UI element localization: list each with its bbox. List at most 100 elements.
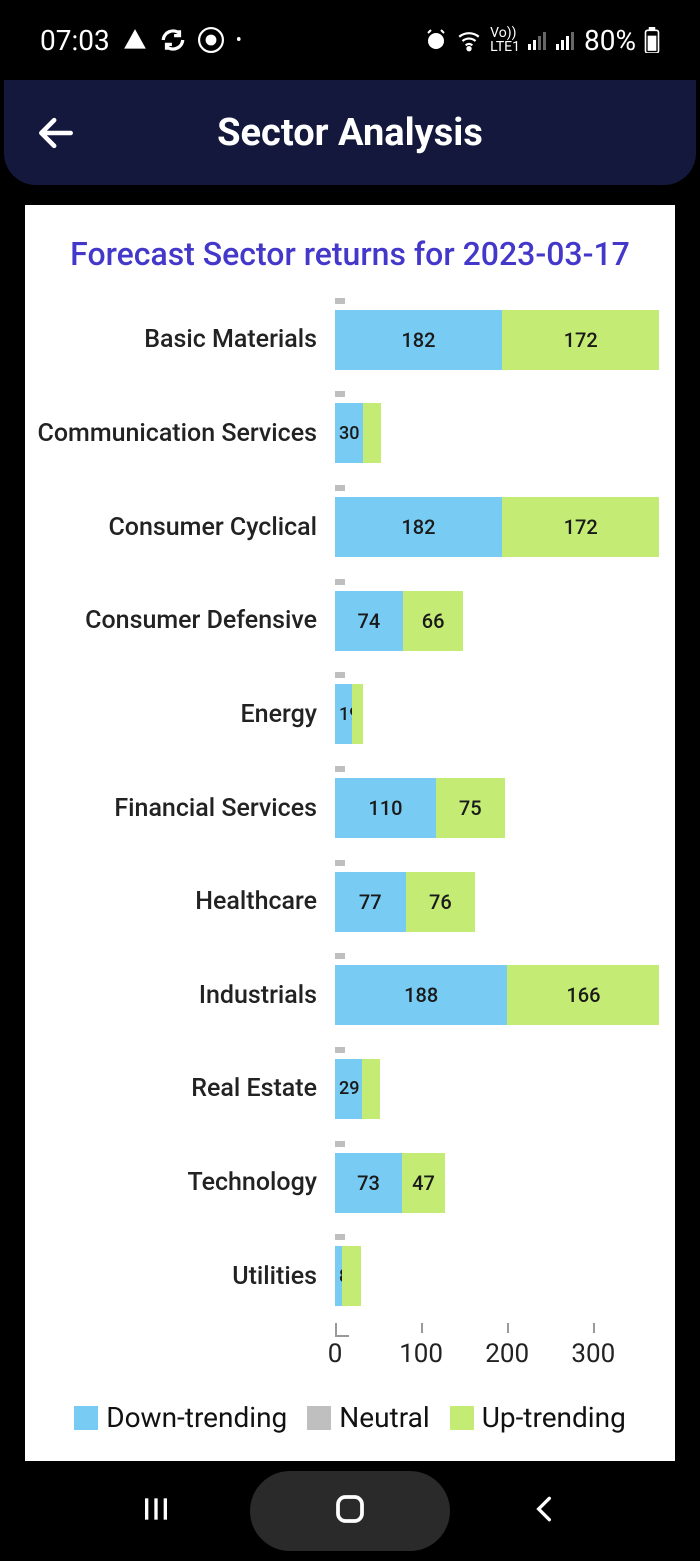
up-segment: 166 bbox=[507, 965, 659, 1025]
back-button[interactable] bbox=[34, 111, 78, 155]
legend-item: Neutral bbox=[307, 1401, 429, 1434]
status-time: 07:03 bbox=[40, 24, 110, 57]
down-segment: 182 bbox=[335, 497, 502, 557]
legend-label: Neutral bbox=[339, 1401, 429, 1434]
bar-area: 182172 bbox=[335, 497, 665, 557]
bar-area: 29 bbox=[335, 1059, 665, 1119]
neutral-tick-icon bbox=[335, 860, 345, 866]
sector-label: Financial Services bbox=[35, 794, 335, 823]
chart-row: Consumer Cyclical182172 bbox=[35, 480, 665, 574]
network-label-icon: Vo))LTE1 bbox=[490, 26, 520, 54]
sector-label: Healthcare bbox=[35, 887, 335, 916]
sector-label: Energy bbox=[35, 700, 335, 729]
legend-label: Up-trending bbox=[482, 1401, 626, 1434]
down-segment: 19 bbox=[335, 684, 352, 744]
refresh-icon bbox=[160, 27, 186, 53]
chart-row: Financial Services11075 bbox=[35, 761, 665, 855]
chart-rows: Basic Materials182172Communication Servi… bbox=[35, 293, 665, 1323]
chart-row: Healthcare7776 bbox=[35, 855, 665, 949]
legend-item: Down-trending bbox=[74, 1401, 287, 1434]
sector-label: Consumer Cyclical bbox=[35, 513, 335, 542]
down-segment: 29 bbox=[335, 1059, 362, 1119]
up-segment: 172 bbox=[502, 497, 660, 557]
up-segment bbox=[342, 1246, 360, 1306]
x-axis: 0100200300 bbox=[335, 1323, 645, 1383]
down-segment: 110 bbox=[335, 778, 436, 838]
neutral-tick-icon bbox=[335, 391, 345, 397]
legend-swatch-icon bbox=[307, 1406, 331, 1430]
sector-chart: Basic Materials182172Communication Servi… bbox=[35, 293, 665, 1383]
up-segment: 75 bbox=[436, 778, 505, 838]
neutral-tick-icon bbox=[335, 1047, 345, 1053]
signal-2-icon bbox=[556, 30, 576, 50]
battery-icon bbox=[644, 27, 660, 53]
system-nav-bar bbox=[0, 1461, 700, 1561]
down-segment: 77 bbox=[335, 872, 406, 932]
down-segment: 73 bbox=[335, 1153, 402, 1213]
app-indicator-icon bbox=[198, 27, 224, 53]
chart-row: Basic Materials182172 bbox=[35, 293, 665, 387]
page-title: Sector Analysis bbox=[217, 111, 483, 155]
neutral-tick-icon bbox=[335, 672, 345, 678]
warning-icon bbox=[122, 27, 148, 53]
chart-row: Energy19 bbox=[35, 668, 665, 762]
home-button[interactable] bbox=[332, 1491, 368, 1531]
chart-row: Real Estate29 bbox=[35, 1042, 665, 1136]
chart-row: Consumer Defensive7466 bbox=[35, 574, 665, 668]
dot-icon: • bbox=[236, 30, 242, 51]
legend-item: Up-trending bbox=[450, 1401, 626, 1434]
neutral-tick-icon bbox=[335, 1141, 345, 1147]
legend-swatch-icon bbox=[450, 1406, 474, 1430]
alarm-icon bbox=[424, 28, 448, 52]
bar-area: 7347 bbox=[335, 1153, 665, 1213]
up-segment: 172 bbox=[502, 310, 660, 370]
bar-area: 182172 bbox=[335, 310, 665, 370]
chart-title: Forecast Sector returns for 2023-03-17 bbox=[35, 235, 665, 273]
content-card: Forecast Sector returns for 2023-03-17 B… bbox=[25, 205, 675, 1465]
legend-label: Down-trending bbox=[106, 1401, 287, 1434]
chart-row: Industrials188166 bbox=[35, 948, 665, 1042]
sector-label: Consumer Defensive bbox=[35, 606, 335, 635]
sector-label: Basic Materials bbox=[35, 325, 335, 354]
status-bar-right: Vo))LTE1 80% bbox=[424, 24, 660, 57]
up-segment: 47 bbox=[402, 1153, 445, 1213]
sector-label: Technology bbox=[35, 1168, 335, 1197]
axis-tick-icon bbox=[421, 1323, 423, 1333]
neutral-tick-icon bbox=[335, 485, 345, 491]
status-bar: 07:03 • Vo))LTE1 80% bbox=[0, 0, 700, 80]
nav-back-button[interactable] bbox=[528, 1493, 560, 1529]
down-segment: 188 bbox=[335, 965, 507, 1025]
neutral-tick-icon bbox=[335, 579, 345, 585]
recents-button[interactable] bbox=[140, 1493, 172, 1529]
legend-swatch-icon bbox=[74, 1406, 98, 1430]
axis-label: 100 bbox=[399, 1339, 443, 1369]
neutral-tick-icon bbox=[335, 1234, 345, 1240]
down-segment: 182 bbox=[335, 310, 502, 370]
up-segment bbox=[363, 403, 381, 463]
axis-label: 0 bbox=[328, 1339, 343, 1369]
up-segment: 66 bbox=[403, 591, 464, 651]
battery-text: 80% bbox=[584, 24, 636, 57]
axis-corner-icon bbox=[335, 1323, 349, 1337]
wifi-icon bbox=[456, 27, 482, 53]
bar-area: 7776 bbox=[335, 872, 665, 932]
bar-area: 11075 bbox=[335, 778, 665, 838]
sector-label: Communication Services bbox=[35, 419, 335, 448]
status-bar-left: 07:03 • bbox=[40, 24, 242, 57]
down-segment: 74 bbox=[335, 591, 403, 651]
up-segment bbox=[352, 684, 363, 744]
down-segment: 8 bbox=[335, 1246, 342, 1306]
up-segment bbox=[362, 1059, 380, 1119]
chart-row: Communication Services30 bbox=[35, 387, 665, 481]
bar-area: 8 bbox=[335, 1246, 665, 1306]
sector-label: Real Estate bbox=[35, 1074, 335, 1103]
axis-tick-icon bbox=[507, 1323, 509, 1333]
axis-tick-icon bbox=[593, 1323, 595, 1333]
bar-area: 19 bbox=[335, 684, 665, 744]
bar-area: 30 bbox=[335, 403, 665, 463]
axis-label: 200 bbox=[485, 1339, 529, 1369]
neutral-tick-icon bbox=[335, 953, 345, 959]
down-segment: 30 bbox=[335, 403, 363, 463]
signal-icon bbox=[528, 30, 548, 50]
sector-label: Utilities bbox=[35, 1262, 335, 1291]
